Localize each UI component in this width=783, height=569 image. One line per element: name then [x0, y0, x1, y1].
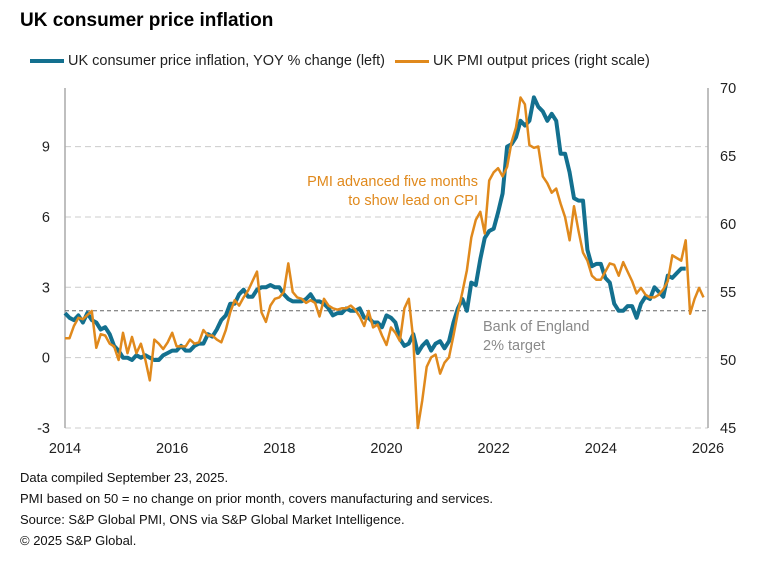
y-right-tick-label: 50	[720, 353, 736, 369]
annotation-boe-target: 2% target	[483, 338, 545, 354]
x-tick-label: 2016	[156, 441, 188, 457]
y-right-tick-label: 65	[720, 149, 736, 165]
annotation-pmi-lead: to show lead on CPI	[348, 193, 478, 209]
footer-source: Source: S&P Global PMI, ONS via S&P Glob…	[20, 512, 405, 527]
footer-note: Data compiled September 23, 2025.	[20, 470, 229, 485]
x-tick-label: 2018	[263, 441, 295, 457]
plot-area: -3 0 3 6 9 45 50 55 60 65 70 2014 2016 2018 2020 2022 20…	[37, 81, 736, 457]
y-left-tick-label: 9	[42, 140, 50, 156]
legend: UK consumer price inflation, YOY % chang…	[30, 53, 650, 69]
annotation-pmi-lead: PMI advanced five months	[307, 174, 478, 190]
y-right-tick-label: 70	[720, 81, 736, 97]
y-right-tick-label: 45	[720, 421, 736, 437]
annotation-boe-target: Bank of England	[483, 319, 589, 335]
y-right-tick-label: 60	[720, 217, 736, 233]
y-left-tick-label: 0	[42, 351, 50, 367]
legend-label-pmi: UK PMI output prices (right scale)	[433, 53, 650, 69]
footer-note: PMI based on 50 = no change on prior mon…	[20, 491, 493, 506]
footer-copyright: © 2025 S&P Global.	[20, 533, 137, 548]
x-tick-label: 2020	[370, 441, 402, 457]
x-tick-label: 2026	[692, 441, 724, 457]
x-tick-label: 2014	[49, 441, 81, 457]
x-tick-label: 2024	[585, 441, 617, 457]
legend-label-cpi: UK consumer price inflation, YOY % chang…	[68, 53, 386, 69]
pmi-series-line	[65, 96, 705, 430]
y-left-tick-label: -3	[37, 421, 50, 437]
y-right-tick-label: 55	[720, 285, 736, 301]
cpi-series-line	[63, 95, 686, 362]
y-left-tick-label: 3	[42, 280, 50, 296]
x-tick-label: 2022	[478, 441, 510, 457]
legend-swatch-pmi	[395, 59, 430, 63]
chart-title: UK consumer price inflation	[20, 10, 274, 31]
y-left-tick-label: 6	[42, 210, 50, 226]
legend-swatch-cpi	[30, 59, 64, 63]
